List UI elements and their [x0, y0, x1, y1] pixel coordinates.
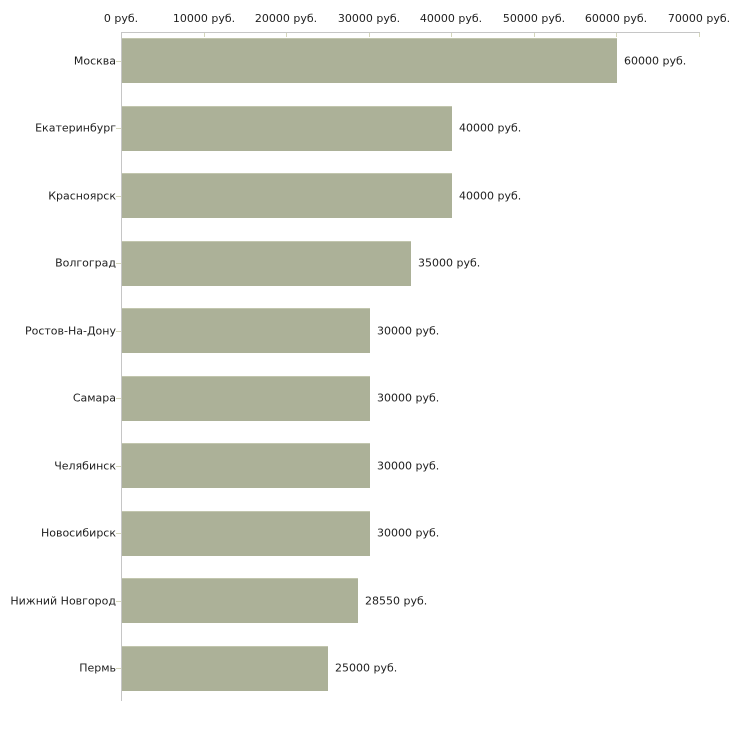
bar: [122, 308, 370, 353]
category-label: Екатеринбург: [35, 121, 116, 135]
bar: [122, 106, 452, 151]
x-axis-line: [121, 32, 700, 33]
y-axis-tick: [116, 533, 121, 534]
x-axis-tick: [616, 33, 617, 37]
y-axis-tick: [116, 331, 121, 332]
bar: [122, 443, 370, 488]
category-label: Ростов-На-Дону: [24, 324, 116, 338]
value-label: 30000 руб.: [377, 526, 440, 540]
category-label: Москва: [73, 54, 116, 68]
category-label: Самара: [72, 391, 116, 405]
bar: [122, 241, 411, 286]
x-axis-tick: [534, 33, 535, 37]
y-axis-tick: [116, 466, 121, 467]
bar: [122, 376, 370, 421]
y-axis-tick: [116, 196, 121, 197]
y-axis-line: [121, 32, 122, 701]
bar: [122, 578, 358, 623]
value-label: 60000 руб.: [624, 54, 687, 68]
x-axis-tick-label: 30000 руб.: [337, 12, 401, 25]
bar: [122, 511, 370, 556]
x-axis-tick-label: 50000 руб.: [502, 12, 566, 25]
value-label: 30000 руб.: [377, 391, 440, 405]
value-label: 28550 руб.: [365, 594, 428, 608]
category-label: Нижний Новгород: [10, 594, 116, 608]
value-label: 30000 руб.: [377, 324, 440, 338]
category-label: Волгоград: [55, 256, 116, 270]
value-label: 30000 руб.: [377, 459, 440, 473]
category-label: Пермь: [79, 661, 116, 675]
y-axis-tick: [116, 398, 121, 399]
x-axis-tick: [451, 33, 452, 37]
value-label: 40000 руб.: [459, 121, 522, 135]
y-axis-tick: [116, 668, 121, 669]
bar: [122, 38, 617, 83]
category-label: Красноярск: [48, 189, 116, 203]
x-axis-tick: [369, 33, 370, 37]
value-label: 40000 руб.: [459, 189, 522, 203]
x-axis-tick: [699, 33, 700, 37]
x-axis-tick: [204, 33, 205, 37]
bar: [122, 173, 452, 218]
x-axis-tick: [286, 33, 287, 37]
x-axis-tick-label: 40000 руб.: [419, 12, 483, 25]
x-axis-tick-label: 60000 руб.: [584, 12, 648, 25]
x-axis-tick-label: 20000 руб.: [254, 12, 318, 25]
value-label: 35000 руб.: [418, 256, 481, 270]
x-axis-tick-label: 0 руб.: [103, 12, 139, 25]
y-axis-tick: [116, 61, 121, 62]
value-label: 25000 руб.: [335, 661, 398, 675]
category-label: Челябинск: [54, 459, 116, 473]
x-axis-tick-label: 10000 руб.: [172, 12, 236, 25]
x-axis-tick-label: 70000 руб.: [667, 12, 730, 25]
y-axis-tick: [116, 601, 121, 602]
category-label: Новосибирск: [40, 526, 116, 540]
y-axis-tick: [116, 263, 121, 264]
bar: [122, 646, 328, 691]
y-axis-tick: [116, 128, 121, 129]
